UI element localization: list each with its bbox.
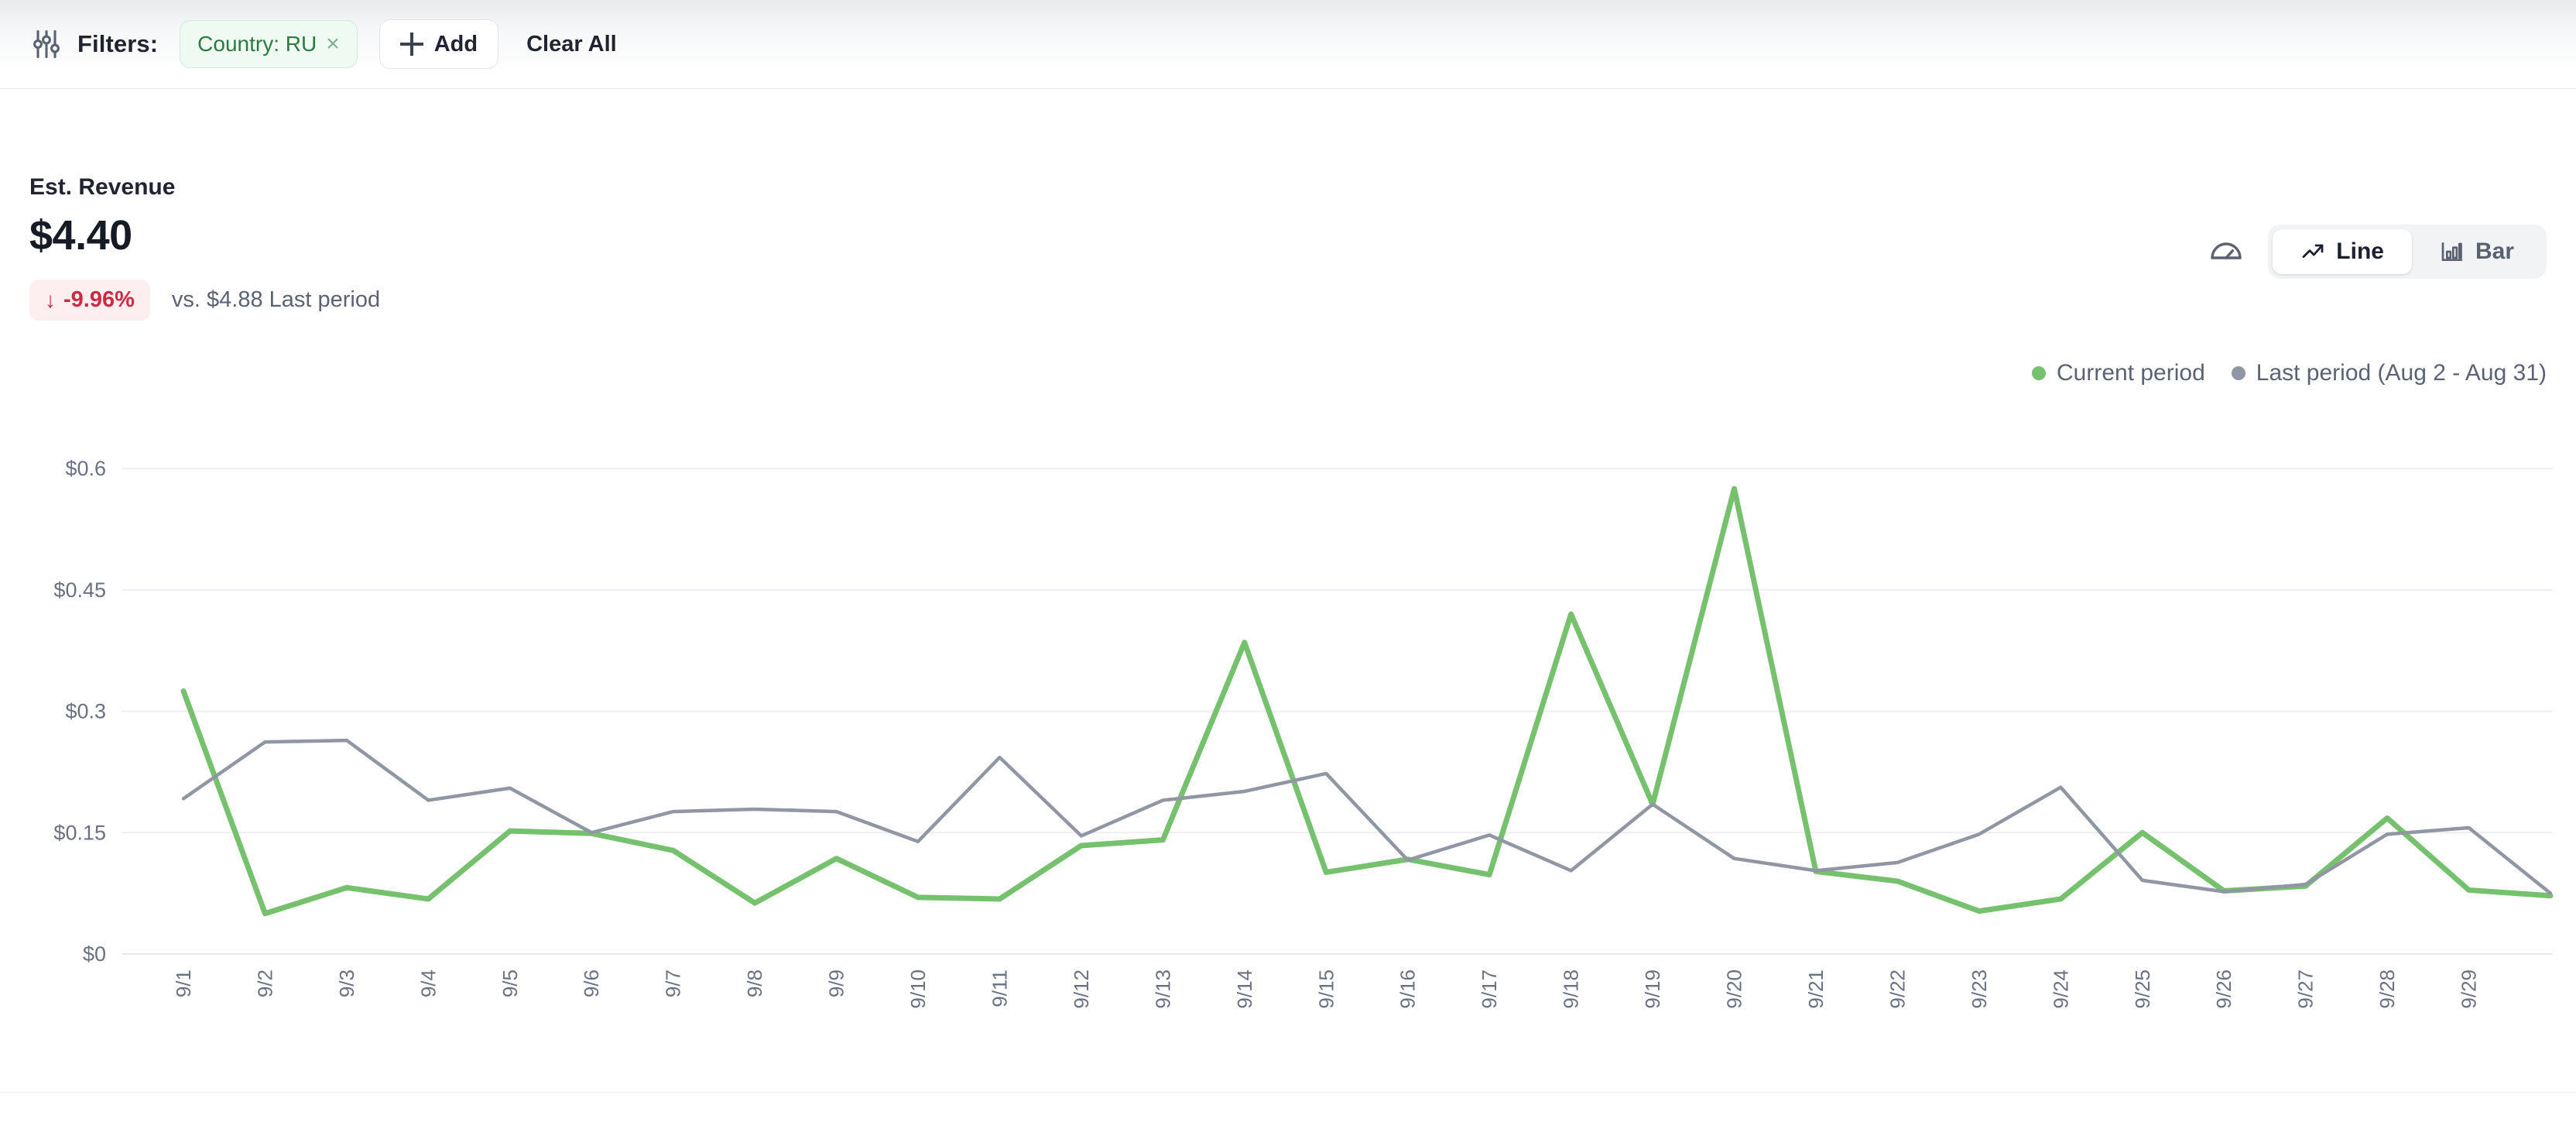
y-axis-tick-label: $0.15 <box>53 821 106 844</box>
chart-type-bar-button[interactable]: Bar <box>2412 229 2542 274</box>
x-axis-tick-label: 9/23 <box>1968 969 1991 1009</box>
x-axis-tick-label: 9/27 <box>2294 969 2317 1009</box>
x-axis-tick-label: 9/26 <box>2212 969 2235 1009</box>
chart-type-controls: Line Bar <box>2208 225 2547 279</box>
x-axis-tick-label: 9/5 <box>498 969 522 997</box>
chart-y-axis: $0.6 $0.45 $0.3 $0.15 $0 <box>53 457 106 966</box>
legend-label-current: Current period <box>2057 360 2205 386</box>
x-axis-tick-label: 9/29 <box>2458 969 2481 1009</box>
x-axis-tick-label: 9/2 <box>253 969 276 997</box>
filter-chip-country[interactable]: Country: RU × <box>180 20 358 68</box>
x-axis-tick-label: 9/28 <box>2376 969 2399 1009</box>
x-axis-tick-label: 9/22 <box>1886 969 1909 1009</box>
x-axis-tick-label: 9/21 <box>1804 969 1828 1009</box>
chart-type-bar-label: Bar <box>2475 238 2514 264</box>
metric-title: Est. Revenue <box>29 174 176 200</box>
legend-label-last: Last period (Aug 2 - Aug 31) <box>2256 360 2547 386</box>
y-axis-tick-label: $0.6 <box>65 457 106 480</box>
x-axis-tick-label: 9/13 <box>1151 969 1174 1009</box>
x-axis-tick-label: 9/11 <box>988 969 1011 1007</box>
x-axis-tick-label: 9/9 <box>825 969 848 997</box>
x-axis-tick-label: 9/17 <box>1478 969 1501 1009</box>
y-axis-tick-label: $0.3 <box>65 700 106 723</box>
delta-percent: -9.96% <box>63 287 135 312</box>
legend-dot-current <box>2032 366 2046 380</box>
sliders-icon <box>29 27 63 61</box>
x-axis-tick-label: 9/7 <box>662 969 685 997</box>
metric-delta-row: ↓ -9.96% vs. $4.88 Last period <box>29 280 380 321</box>
arrow-down-icon: ↓ <box>45 287 56 312</box>
add-filter-button[interactable]: Add <box>379 19 499 69</box>
x-axis-tick-label: 9/20 <box>1723 969 1746 1009</box>
revenue-line-chart[interactable]: $0.6 $0.45 $0.3 $0.15 $0 9/1 9/2 9/3 9/4 9/5 9/6 9… <box>0 418 2576 1061</box>
x-axis-tick-label: 9/25 <box>2131 969 2154 1009</box>
x-axis-tick-label: 9/6 <box>580 969 603 997</box>
clear-all-button[interactable]: Clear All <box>526 31 617 57</box>
x-axis-tick-label: 9/15 <box>1314 969 1338 1009</box>
bar-chart-icon <box>2440 239 2465 264</box>
series-line-last <box>181 738 2553 895</box>
bottom-divider <box>0 1092 2576 1093</box>
add-filter-label: Add <box>433 31 478 57</box>
filters-label: Filters: <box>77 30 159 57</box>
gauge-icon[interactable] <box>2208 233 2245 270</box>
x-axis-tick-label: 9/4 <box>416 969 440 997</box>
x-axis-tick-label: 9/19 <box>1641 969 1664 1009</box>
y-axis-tick-label: $0.45 <box>53 578 106 602</box>
x-axis-tick-label: 9/24 <box>2049 969 2072 1009</box>
x-axis-tick-label: 9/3 <box>335 969 358 997</box>
status-badge: ↓ -9.96% <box>29 280 150 321</box>
chart-type-segmented-control: Line Bar <box>2268 225 2547 279</box>
chart-type-line-button[interactable]: Line <box>2273 229 2412 274</box>
x-axis-tick-label: 9/12 <box>1070 969 1093 1009</box>
chart-gridlines <box>122 468 2553 955</box>
plus-icon <box>399 33 423 56</box>
x-axis-tick-label: 9/14 <box>1233 969 1256 1009</box>
series-line-current <box>180 486 2554 917</box>
x-axis-tick-label: 9/16 <box>1396 969 1420 1009</box>
filter-bar: Filters: Country: RU × Add Clear All <box>0 0 2576 89</box>
trending-up-icon <box>2300 239 2325 264</box>
chart-canvas[interactable]: $0.6$0.45$0.3$0.15$0 9/1 9/2 9/3 9/4 9/5 9/6 9… <box>0 418 2576 1061</box>
delta-comparison-note: vs. $4.88 Last period <box>171 287 381 312</box>
chart-legend: Current period Last period (Aug 2 - Aug … <box>2032 360 2547 386</box>
y-axis-tick-label: $0 <box>83 942 106 966</box>
legend-item-last[interactable]: Last period (Aug 2 - Aug 31) <box>2231 360 2547 386</box>
chart-type-line-label: Line <box>2336 238 2384 264</box>
x-axis-tick-label: 9/18 <box>1560 969 1583 1009</box>
legend-item-current[interactable]: Current period <box>2032 360 2205 386</box>
filter-chip-label: Country: RU <box>197 32 317 56</box>
x-axis-tick-label: 9/10 <box>906 969 930 1009</box>
legend-dot-last <box>2231 366 2245 380</box>
metric-value: $4.40 <box>29 212 132 259</box>
metric-summary: Est. Revenue $4.40 ↓ -9.96% vs. $4.88 La… <box>29 174 380 321</box>
close-icon[interactable]: × <box>326 31 340 57</box>
x-axis-tick-label: 9/1 <box>172 969 195 997</box>
chart-x-axis: 9/1 9/2 9/3 9/4 9/5 9/6 9/7 9/8 9/9 9/10 9/11 9/12 9… <box>172 969 2481 1009</box>
x-axis-tick-label: 9/8 <box>743 969 766 997</box>
chart-series <box>180 486 2554 917</box>
